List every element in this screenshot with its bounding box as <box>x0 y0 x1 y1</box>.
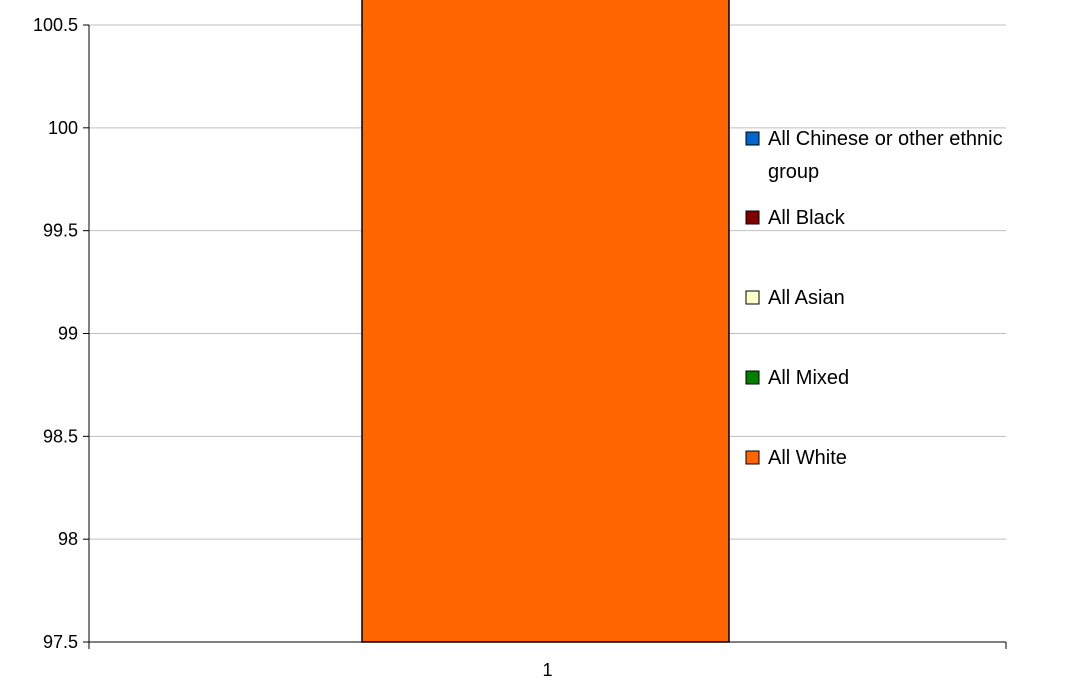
legend-swatch <box>745 210 760 225</box>
legend-label: All White <box>768 447 847 469</box>
y-tick-label: 100.5 <box>33 15 78 35</box>
y-tick-label: 98.5 <box>43 426 78 446</box>
legend-swatch <box>745 290 760 305</box>
axes: 97.5 98 98.5 99 99.5 100 100.5 1 <box>33 15 1007 680</box>
y-tick-label: 97.5 <box>43 632 78 652</box>
y-tick-label: 98 <box>58 529 78 549</box>
bar-segment-all-white <box>361 0 730 643</box>
legend-label: All Chinese or other ethnic <box>768 128 1003 150</box>
bar-stack: 98.560.830.440.120.06 <box>361 0 730 643</box>
legend-label: All Asian <box>768 287 845 309</box>
y-tick-label: 100 <box>48 118 78 138</box>
legend-label: group <box>768 161 819 183</box>
x-tick-label: 1 <box>542 660 552 680</box>
y-tick-label: 99.5 <box>43 221 78 241</box>
legend-swatch <box>745 450 760 465</box>
legend-swatch <box>745 370 760 385</box>
legend-swatch <box>745 131 760 146</box>
y-tick-label: 99 <box>58 324 78 344</box>
legend-label: All Mixed <box>768 367 849 389</box>
legend-label: All Black <box>768 207 846 229</box>
legend: All Chinese or other ethnic group All Blac… <box>745 128 1003 469</box>
